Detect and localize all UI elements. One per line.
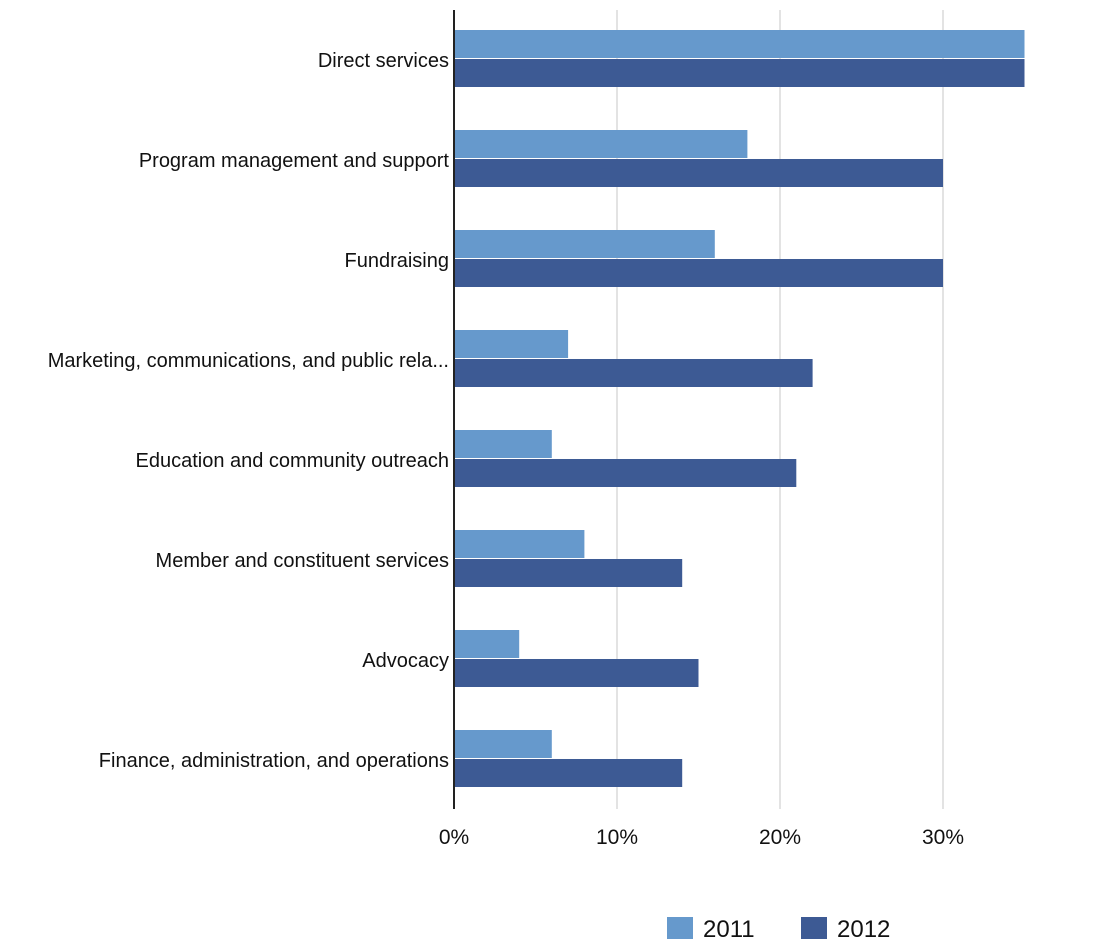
bar-2012-6 (454, 659, 699, 687)
bar-2011-3 (454, 330, 569, 358)
bar-2012-3 (454, 359, 813, 387)
bar-2011-5 (454, 530, 585, 558)
legend: 2011 2012 (667, 916, 890, 941)
bar-2012-7 (454, 759, 683, 787)
bar-2012-0 (454, 59, 1025, 87)
bar-2012-4 (454, 459, 797, 487)
category-labels: Direct services Program management and su… (48, 50, 450, 772)
x-axis-tick-labels: 0% 10% 20% 30% (439, 826, 964, 849)
gridlines (616, 10, 944, 809)
category-label: Program management and support (139, 150, 450, 172)
category-label: Education and community outreach (135, 450, 449, 472)
legend-label: 2012 (837, 916, 890, 941)
bar-2011-7 (454, 730, 552, 758)
legend-label: 2011 (703, 916, 755, 941)
x-tick-label: 20% (759, 826, 801, 849)
bar-2011-4 (454, 430, 552, 458)
category-label: Direct services (318, 50, 449, 72)
bar-2011-0 (454, 30, 1025, 58)
bar-2011-1 (454, 130, 748, 158)
category-label: Finance, administration, and operations (99, 750, 449, 772)
bars (454, 30, 1025, 787)
bar-2011-6 (454, 630, 520, 658)
category-label: Fundraising (344, 250, 449, 272)
category-label: Advocacy (362, 650, 449, 672)
bar-2012-2 (454, 259, 943, 287)
category-label: Marketing, communications, and public re… (48, 350, 449, 372)
bar-2012-5 (454, 559, 683, 587)
category-label: Member and constituent services (156, 550, 449, 572)
x-tick-label: 30% (922, 826, 964, 849)
x-tick-label: 0% (439, 826, 469, 849)
legend-swatch-2011 (667, 917, 693, 939)
bar-2012-1 (454, 159, 943, 187)
bar-2011-2 (454, 230, 715, 258)
x-tick-label: 10% (596, 826, 638, 849)
legend-swatch-2012 (801, 917, 827, 939)
